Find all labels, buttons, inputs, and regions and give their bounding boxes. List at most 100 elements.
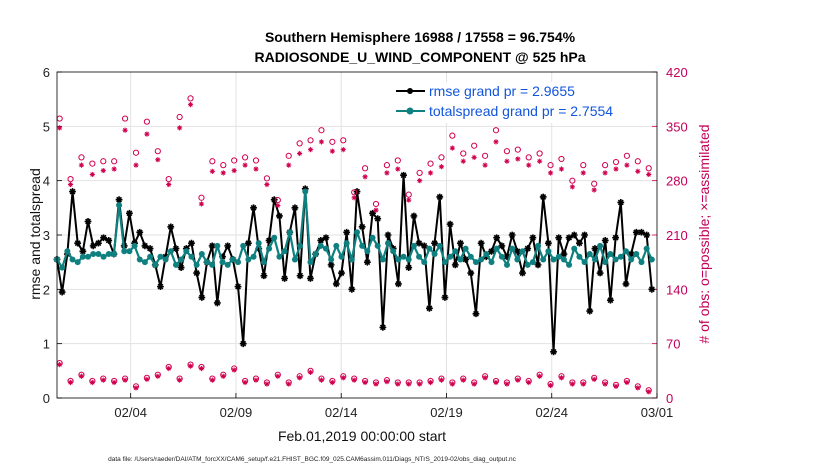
spread-series	[54, 188, 655, 271]
rmse-point	[126, 209, 133, 217]
y-tick-label-left: 0	[43, 391, 50, 406]
obs-assimilated-00z-point	[449, 145, 455, 151]
obs-assimilated-12z-point	[471, 381, 477, 387]
obs-assimilated-00z-point	[427, 170, 434, 176]
obs-assimilated-12z-point	[427, 379, 434, 386]
y-tick-label-right: 0	[666, 391, 673, 406]
obs-assimilated-00z-point	[209, 168, 215, 174]
obs-assimilated-00z-point	[460, 158, 466, 164]
rmse-point	[250, 204, 257, 212]
y-tick-label-left: 3	[43, 228, 50, 243]
spread-point	[193, 261, 200, 268]
obs-assimilated-12z-point	[482, 375, 488, 381]
obs-assimilated-00z-point	[155, 157, 161, 163]
spread-point	[566, 261, 573, 268]
rmse-point	[539, 193, 547, 201]
spread-point	[147, 253, 154, 260]
obs-assimilated-12z-point	[318, 377, 325, 383]
rmse-point	[410, 212, 418, 220]
obs-assimilated-12z-point	[231, 367, 237, 373]
obs-assimilated-00z-point	[482, 162, 488, 168]
obs-assimilated-00z-point	[220, 170, 226, 176]
obs-assimilated-00z-point	[602, 170, 608, 176]
series-layer	[53, 95, 656, 395]
spread-point	[59, 264, 66, 271]
y-tick-label-left: 2	[43, 282, 50, 297]
obs-possible-00z-point	[187, 95, 194, 102]
legend: rmse grand pr = 2.9655 totalspread grand…	[393, 82, 656, 123]
y-axis-label-left: rmse and totalspread	[27, 168, 43, 300]
obs-assimilated-00z-point	[242, 162, 248, 168]
obs-assimilated-00z-point	[526, 162, 532, 168]
obs-assimilated-00z-point	[395, 166, 401, 172]
rmse-point	[576, 239, 583, 247]
obs-possible-00z-point	[296, 140, 303, 147]
spread-point	[105, 251, 112, 258]
spread-point	[478, 256, 485, 263]
spread-point	[95, 251, 102, 258]
obs-assimilated-12z-point	[493, 379, 499, 386]
obs-assimilated-12z-point	[547, 382, 554, 389]
obs-assimilated-12z-point	[297, 375, 303, 381]
obs-assimilated-00z-point	[307, 147, 314, 153]
obs-assimilated-00z-point	[100, 167, 106, 174]
spread-point	[493, 245, 500, 252]
spread-point	[121, 248, 128, 255]
rmse-point	[115, 196, 123, 204]
obs-possible-00z-point	[231, 157, 238, 164]
spread-point	[110, 251, 117, 258]
obs-assimilated-12z-point	[580, 381, 586, 387]
spread-point	[498, 253, 505, 260]
obs-assimilated-12z-point	[340, 375, 346, 381]
spread-point	[457, 256, 464, 263]
obs-assimilated-00z-point	[558, 166, 565, 172]
rmse-point	[317, 237, 325, 244]
rmse-point	[260, 272, 268, 280]
rmse-point	[643, 231, 651, 239]
spread-point	[172, 261, 179, 268]
rmse-point	[622, 280, 630, 288]
rmse-point	[322, 234, 330, 242]
y-tick-label-left: 4	[43, 174, 50, 189]
spread-point	[467, 253, 474, 260]
spread-point	[359, 242, 366, 249]
rmse-point	[74, 239, 82, 247]
obs-assimilated-12z-point	[111, 379, 117, 386]
rmse-point	[617, 199, 625, 206]
obs-assimilated-12z-point	[362, 379, 368, 386]
obs-possible-00z-point	[121, 115, 129, 122]
y-tick-label-right: 210	[666, 228, 688, 243]
legend-box	[393, 82, 656, 123]
rmse-point	[141, 242, 149, 250]
obs-assimilated-12z-point	[122, 377, 128, 383]
obs-assimilated-00z-point	[624, 162, 630, 168]
spread-point	[426, 245, 433, 252]
obs-possible-00z-point	[645, 165, 652, 172]
obs-possible-00z-point	[285, 152, 292, 159]
obs-assimilated-00z-point	[471, 154, 477, 160]
obs-assimilated-00z-point	[318, 139, 325, 145]
spread-point	[271, 234, 278, 241]
rmse-point	[94, 239, 102, 247]
obs-assimilated-12z-point	[57, 362, 63, 368]
rmse-point	[177, 264, 185, 271]
spread-point	[364, 248, 371, 255]
rmse-point	[239, 340, 247, 348]
rmse-point	[446, 220, 454, 228]
rmse-point	[555, 234, 563, 242]
obs-assimilated-12z-point	[209, 377, 215, 383]
rmse-point	[58, 288, 66, 296]
obs-assimilated-00z-point	[362, 174, 368, 180]
rmse-point	[601, 237, 609, 244]
spread-point	[441, 259, 448, 266]
rmse-point	[343, 228, 351, 236]
spread-point	[514, 256, 521, 263]
obs-assimilated-12z-point	[155, 373, 161, 379]
spread-point	[281, 248, 288, 255]
y-tick-label-right: 140	[666, 282, 688, 297]
spread-point	[405, 256, 412, 263]
rmse-point	[638, 228, 645, 236]
obs-possible-00z-point	[154, 148, 161, 155]
spread-point	[535, 242, 542, 249]
obs-assimilated-12z-point	[177, 377, 183, 383]
